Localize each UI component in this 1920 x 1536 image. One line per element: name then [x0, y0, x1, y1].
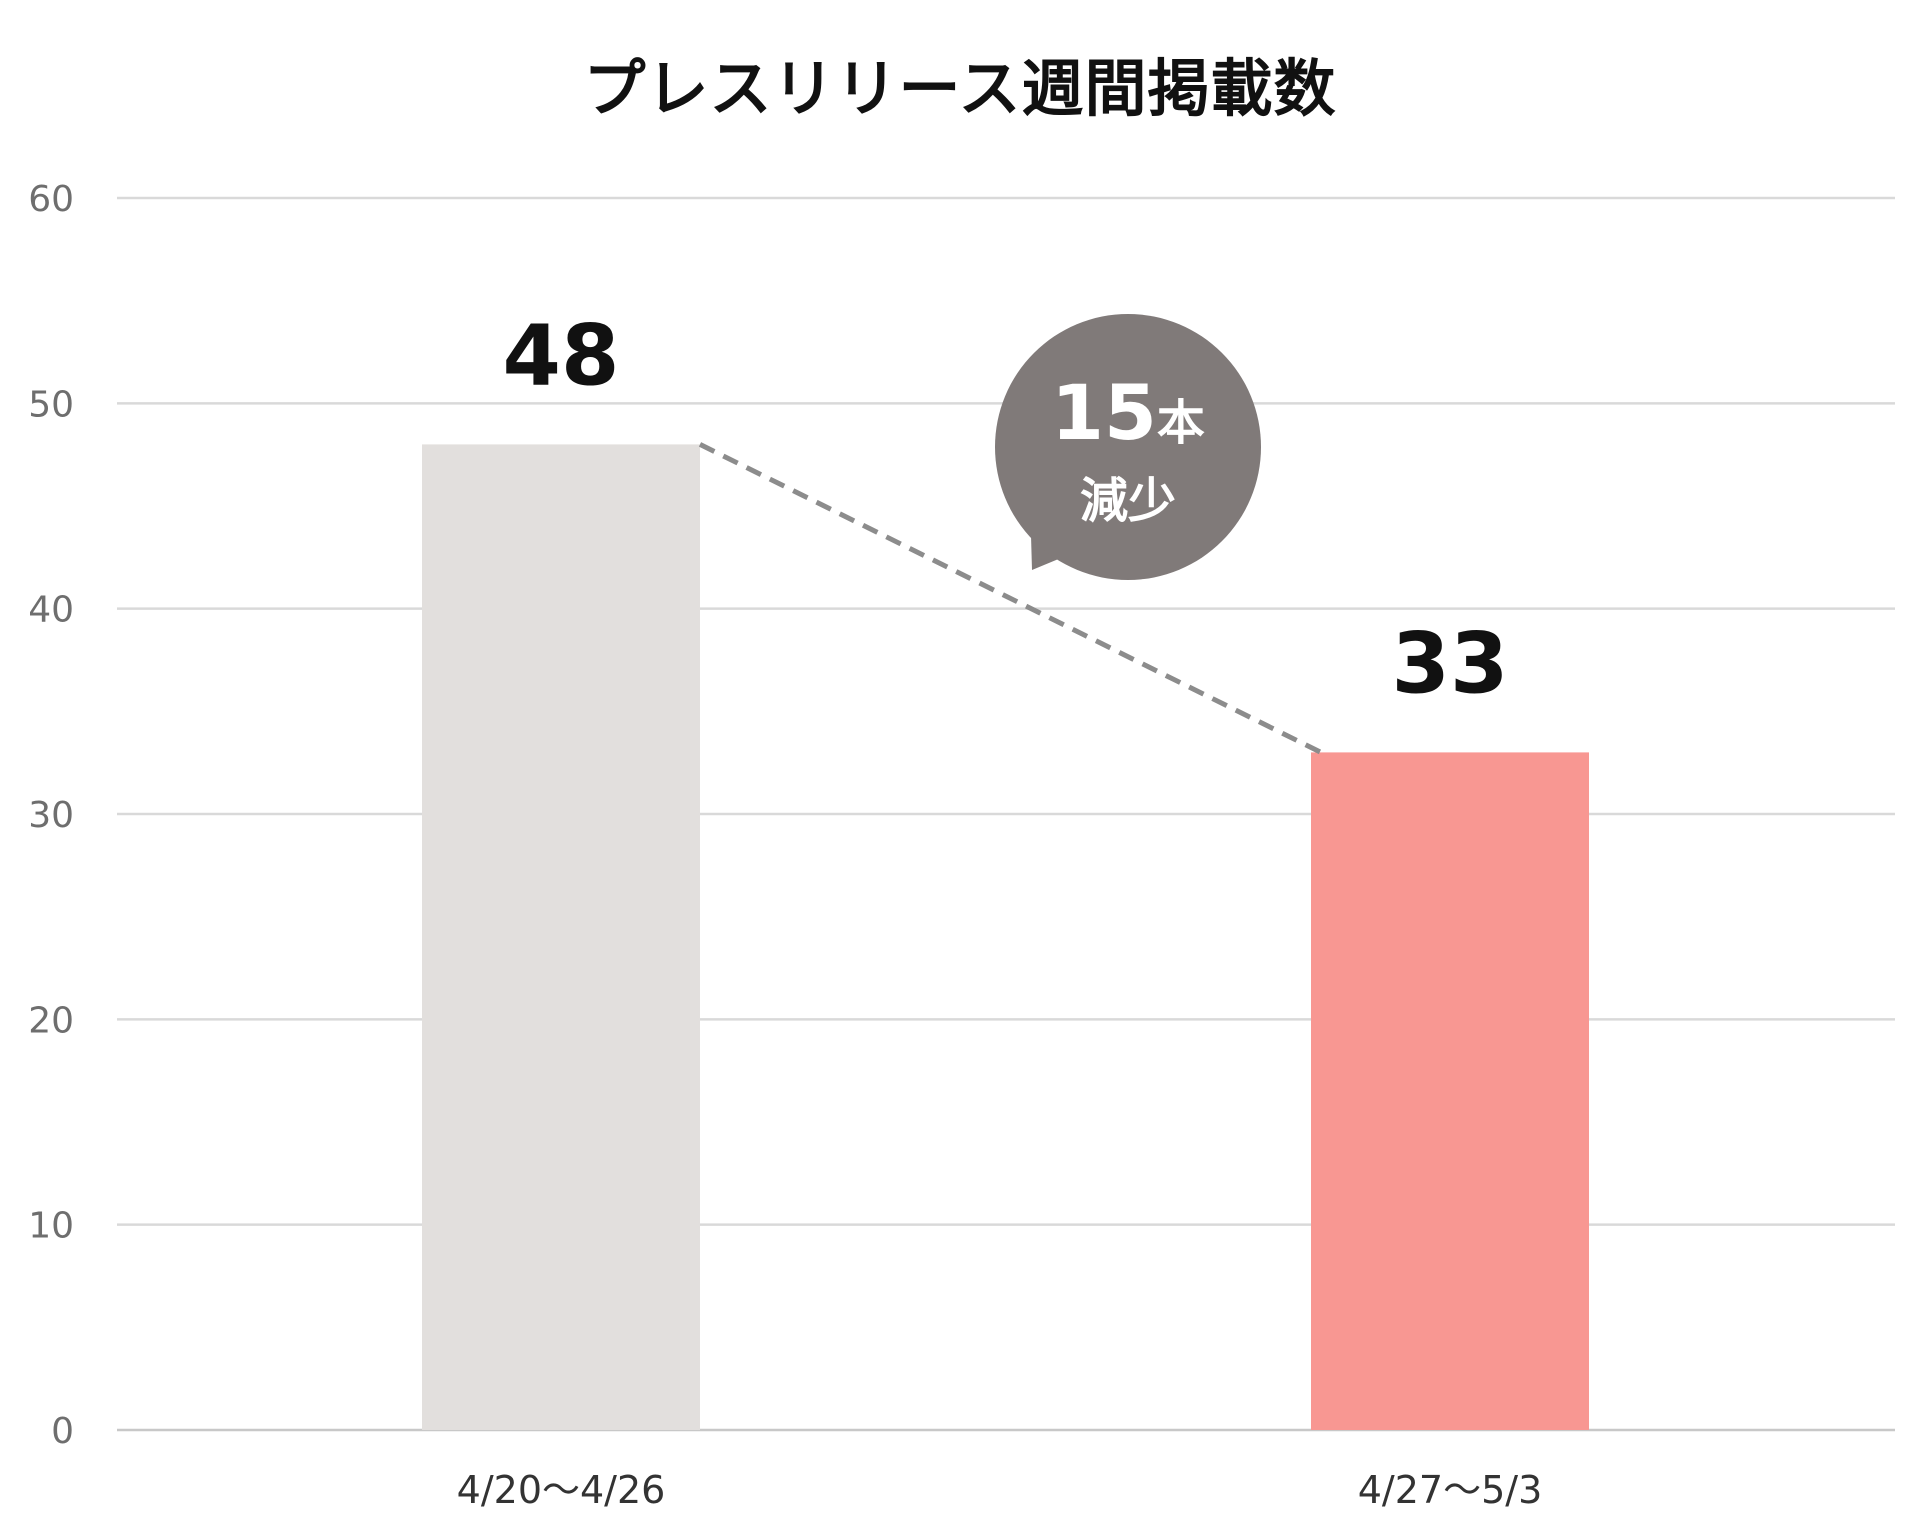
change-connector [698, 442, 1323, 755]
bar-1 [422, 444, 700, 1430]
y-tick-label: 50 [28, 384, 74, 425]
bars [422, 444, 1589, 1430]
y-tick-label: 40 [28, 590, 74, 631]
callout-text: 減少 [1080, 473, 1176, 529]
y-tick-label: 30 [28, 795, 74, 836]
change-callout: 15本 減少 [995, 314, 1261, 580]
callout-amount: 15本 [1051, 368, 1205, 457]
y-tick-label: 10 [28, 1206, 74, 1247]
bar-2 [1311, 752, 1589, 1430]
x-axis-category-labels: 4/20～4/26 4/27～5/3 [457, 1468, 1543, 1512]
grid-lines [117, 196, 1895, 1432]
y-axis-tick-labels: 0 10 20 30 40 50 60 [28, 179, 74, 1452]
x-category-label-2: 4/27～5/3 [1358, 1468, 1543, 1512]
data-label-1: 48 [503, 306, 620, 404]
y-tick-label: 0 [51, 1411, 74, 1452]
y-tick-label: 20 [28, 1000, 74, 1041]
callout-bubble [995, 314, 1261, 580]
chart-title: プレスリリース週間掲載数 [583, 52, 1337, 125]
y-tick-label: 60 [28, 179, 74, 220]
dashed-connector-line [698, 442, 1323, 755]
data-labels: 48 33 [503, 306, 1509, 712]
x-category-label-1: 4/20～4/26 [457, 1468, 666, 1512]
callout-number: 15 [1051, 368, 1157, 457]
data-label-2: 33 [1392, 614, 1509, 712]
callout-unit: 本 [1157, 395, 1205, 451]
